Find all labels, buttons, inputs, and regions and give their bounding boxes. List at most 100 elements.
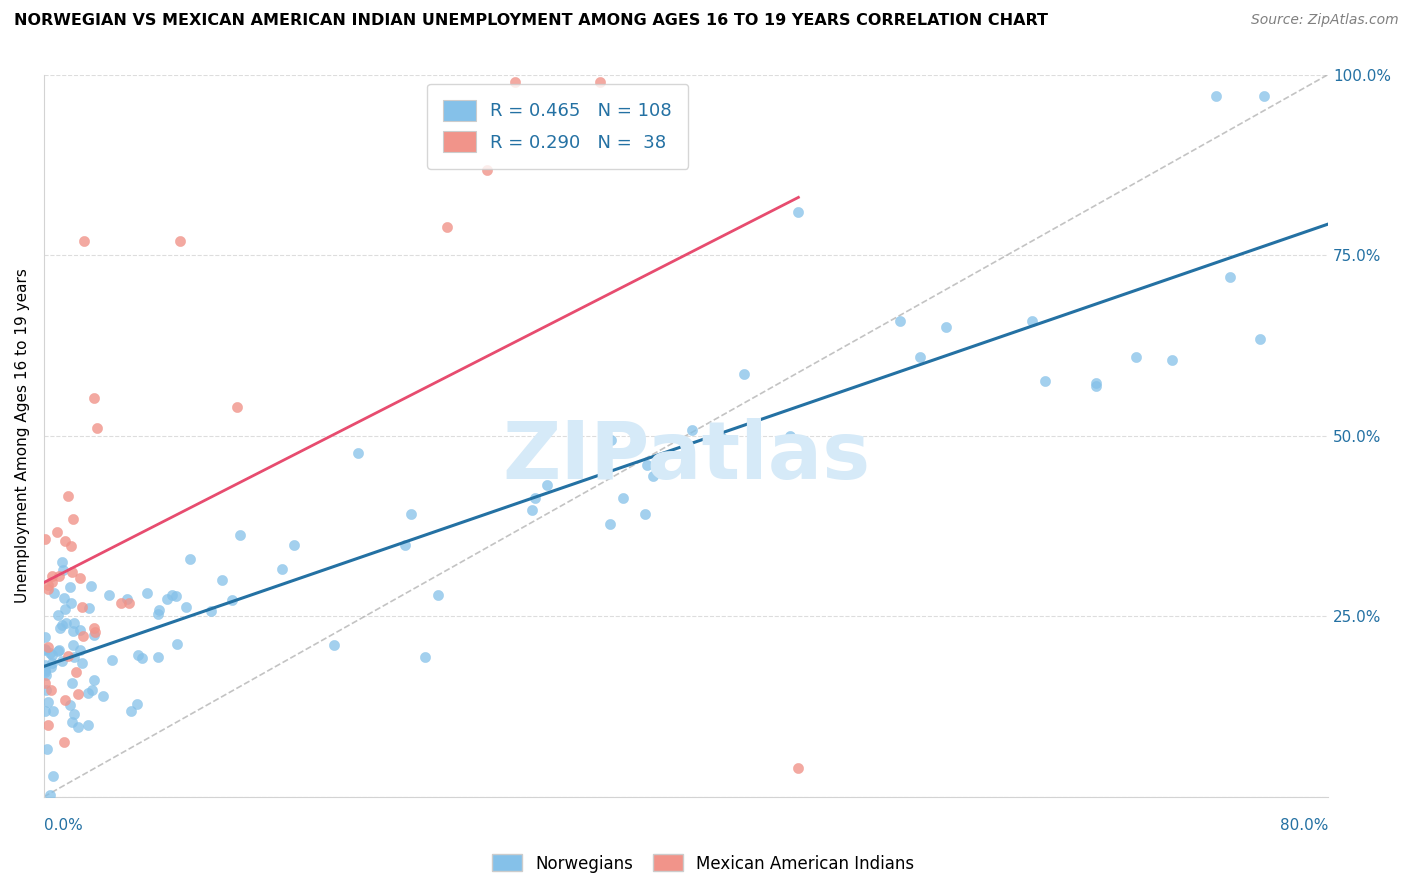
Point <box>889 314 911 328</box>
Point <box>426 589 449 603</box>
Point <box>681 423 703 437</box>
Point <box>37 640 59 654</box>
Point <box>710 431 733 445</box>
Point <box>1219 269 1241 284</box>
Point <box>229 528 252 542</box>
Point <box>39 646 62 660</box>
Point <box>59 580 82 594</box>
Point <box>53 533 76 548</box>
Point <box>83 391 105 405</box>
Point <box>69 571 91 585</box>
Point <box>41 648 63 663</box>
Point <box>323 639 346 653</box>
Point <box>69 624 91 638</box>
Point <box>115 591 138 606</box>
Point <box>148 649 170 664</box>
Point <box>120 704 142 718</box>
Point <box>166 637 188 651</box>
Point <box>98 588 121 602</box>
Point <box>48 643 70 657</box>
Point <box>179 552 201 566</box>
Point <box>39 660 62 674</box>
Point <box>44 585 66 599</box>
Point <box>271 562 294 576</box>
Point <box>41 574 63 589</box>
Point <box>612 491 634 506</box>
Point <box>346 445 368 459</box>
Point <box>65 665 87 679</box>
Legend: Norwegians, Mexican American Indians: Norwegians, Mexican American Indians <box>485 847 921 880</box>
Point <box>169 234 191 248</box>
Text: Source: ZipAtlas.com: Source: ZipAtlas.com <box>1251 13 1399 28</box>
Point <box>643 469 665 483</box>
Point <box>37 582 59 596</box>
Point <box>225 400 247 414</box>
Point <box>436 219 458 234</box>
Point <box>505 75 527 89</box>
Point <box>599 516 621 531</box>
Point <box>636 458 658 472</box>
Point <box>62 675 84 690</box>
Point <box>63 615 86 630</box>
Point <box>46 608 69 623</box>
Point <box>477 163 499 178</box>
Point <box>77 718 100 732</box>
Point <box>211 573 233 587</box>
Point <box>49 621 72 635</box>
Point <box>1160 353 1182 368</box>
Point <box>110 596 132 610</box>
Point <box>787 761 810 775</box>
Point <box>51 555 73 569</box>
Text: 80.0%: 80.0% <box>1279 819 1329 833</box>
Point <box>72 629 94 643</box>
Point <box>779 429 801 443</box>
Point <box>35 683 58 698</box>
Point <box>1125 350 1147 364</box>
Text: ZIPatlas: ZIPatlas <box>502 418 870 496</box>
Point <box>160 588 183 602</box>
Point <box>34 704 56 718</box>
Point <box>67 687 90 701</box>
Point <box>131 651 153 665</box>
Point <box>62 638 84 652</box>
Point <box>83 621 105 635</box>
Point <box>59 698 82 712</box>
Point <box>51 654 73 668</box>
Point <box>283 539 305 553</box>
Point <box>52 563 75 577</box>
Point <box>125 697 148 711</box>
Text: 0.0%: 0.0% <box>44 819 83 833</box>
Point <box>52 591 75 605</box>
Point <box>77 686 100 700</box>
Point <box>37 578 59 592</box>
Point <box>83 673 105 687</box>
Point <box>59 539 82 553</box>
Point <box>51 617 73 632</box>
Point <box>62 624 84 638</box>
Point <box>118 596 141 610</box>
Point <box>80 579 103 593</box>
Point <box>37 717 59 731</box>
Point <box>1033 374 1056 388</box>
Point <box>41 705 63 719</box>
Point <box>59 596 82 610</box>
Point <box>56 648 79 663</box>
Point <box>1085 379 1108 393</box>
Point <box>86 421 108 435</box>
Point <box>48 569 70 583</box>
Point <box>62 650 84 665</box>
Point <box>34 642 56 657</box>
Point <box>787 204 810 219</box>
Point <box>69 643 91 657</box>
Point <box>634 507 657 521</box>
Point <box>39 788 62 802</box>
Point <box>35 742 58 756</box>
Point <box>80 683 103 698</box>
Point <box>34 665 56 680</box>
Point <box>46 644 69 658</box>
Point <box>91 689 114 703</box>
Point <box>41 656 63 670</box>
Point <box>56 489 79 503</box>
Point <box>34 657 56 672</box>
Point <box>413 650 436 665</box>
